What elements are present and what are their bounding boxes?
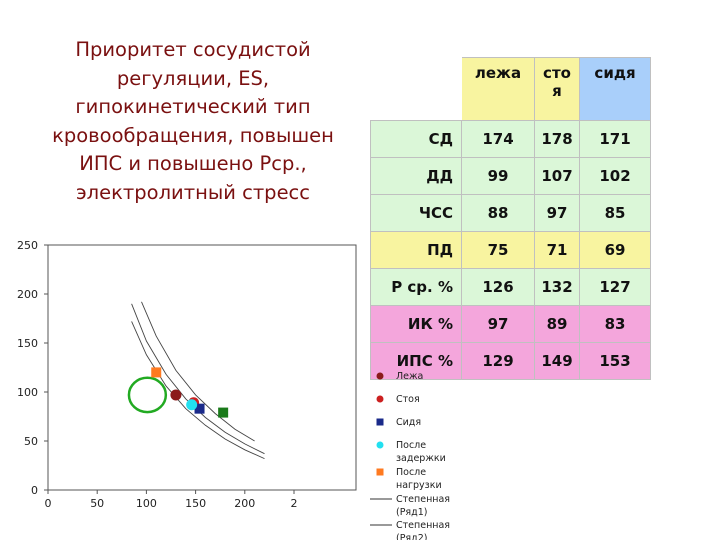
row-label: ПД (370, 231, 462, 269)
y-tick-label: 0 (31, 484, 38, 497)
row-label: ДД (370, 157, 462, 195)
data-point (170, 389, 182, 401)
legend-label: Степенная (Ряд1) (396, 494, 450, 518)
row-label: СД (370, 120, 462, 158)
title-line: регуляции, ES, (116, 66, 270, 90)
y-tick-label: 250 (17, 239, 38, 252)
table-cell: 171 (579, 120, 651, 158)
table-cell: 174 (461, 120, 535, 158)
highlight-ellipse (127, 376, 168, 414)
table-header-row: лежа сто я сидя (370, 57, 651, 121)
data-point (218, 407, 229, 418)
x-tick-label: 0 (45, 497, 52, 510)
table-cell: 149 (534, 342, 580, 380)
table-cell: 85 (579, 194, 651, 232)
legend-marker (376, 395, 384, 403)
table-row: ИК % 97 89 83 (370, 305, 651, 343)
trend-curve (141, 301, 255, 442)
x-tick-label: 2 (291, 497, 298, 510)
y-tick-label: 100 (17, 386, 38, 399)
column-header: лежа (461, 57, 535, 121)
y-tick-label: 200 (17, 288, 38, 301)
table-cell: 71 (534, 231, 580, 269)
x-tick-label: 50 (90, 497, 104, 510)
legend-label: Стоя (396, 394, 420, 405)
title-line: кровообращения, повышен (52, 123, 334, 147)
x-tick-label: 100 (136, 497, 157, 510)
plot-frame (47, 244, 357, 491)
parameters-table: лежа сто я сидя СД 174 178 171 ДД 99 107 102 ЧСС 88 97… (370, 57, 651, 380)
column-header: сидя (579, 57, 651, 121)
trend-curve (131, 321, 265, 460)
data-point (186, 399, 198, 411)
x-tick-label: 200 (234, 497, 255, 510)
title-line: ИПС и повышено Рср., (79, 152, 307, 175)
legend-marker (376, 372, 384, 380)
row-label: ЧСС (370, 194, 462, 232)
legend-label: Лежа (396, 371, 423, 382)
table-cell: 88 (461, 194, 535, 232)
table-cell: 107 (534, 157, 580, 195)
data-point (151, 367, 162, 378)
column-header-label: сидя (594, 64, 636, 82)
legend-marker (376, 468, 384, 476)
title-line: электролитный стресс (75, 180, 311, 204)
legend-label: После нагрузки (396, 467, 442, 491)
legend-label: Сидя (396, 417, 421, 428)
column-header-label: я (552, 82, 562, 100)
column-header-label: сто (543, 64, 571, 82)
table-row: ИПС % 129 149 153 (370, 342, 651, 380)
table-row: ПД 75 71 69 (370, 231, 651, 269)
slide-title: Приоритет сосудистой регуляции, ES, гипоки… (28, 36, 358, 207)
table-cell: 99 (461, 157, 535, 195)
legend-marker (376, 441, 384, 449)
table-row: СД 174 178 171 (370, 120, 651, 158)
table-row: ЧСС 88 97 85 (370, 194, 651, 232)
title-line: гипокинетический тип (75, 95, 311, 118)
title-line: Приоритет сосудистой (75, 38, 311, 61)
legend-label: Степенная (Ряд2) (396, 520, 450, 540)
legend-label: После задержки (396, 440, 446, 464)
table-cell: 97 (534, 194, 580, 232)
table-cell: 127 (579, 268, 651, 306)
legend-marker (376, 418, 384, 426)
row-label: ИК % (370, 305, 462, 343)
column-header-label: лежа (474, 64, 522, 82)
scatter-chart: 0 50 100 150 200 250 0 50 100 150 200 2 Лежа Стоя Сидя… (17, 239, 450, 540)
table-cell: 129 (461, 342, 535, 380)
table-cell: 89 (534, 305, 580, 343)
y-tick-label: 150 (17, 337, 38, 350)
table-cell: 178 (534, 120, 580, 158)
data-point (194, 403, 205, 414)
table-row: ДД 99 107 102 (370, 157, 651, 195)
table-cell: 132 (534, 268, 580, 306)
table-cell: 83 (579, 305, 651, 343)
column-header: сто я (534, 57, 580, 121)
table-corner-cell (370, 57, 462, 121)
table-cell: 126 (461, 268, 535, 306)
table-cell: 97 (461, 305, 535, 343)
table-cell: 75 (461, 231, 535, 269)
table-cell: 69 (579, 231, 651, 269)
x-tick-label: 150 (185, 497, 206, 510)
table-cell: 102 (579, 157, 651, 195)
row-label: ИПС % (370, 342, 462, 380)
table-cell: 153 (579, 342, 651, 380)
y-tick-label: 50 (24, 435, 38, 448)
